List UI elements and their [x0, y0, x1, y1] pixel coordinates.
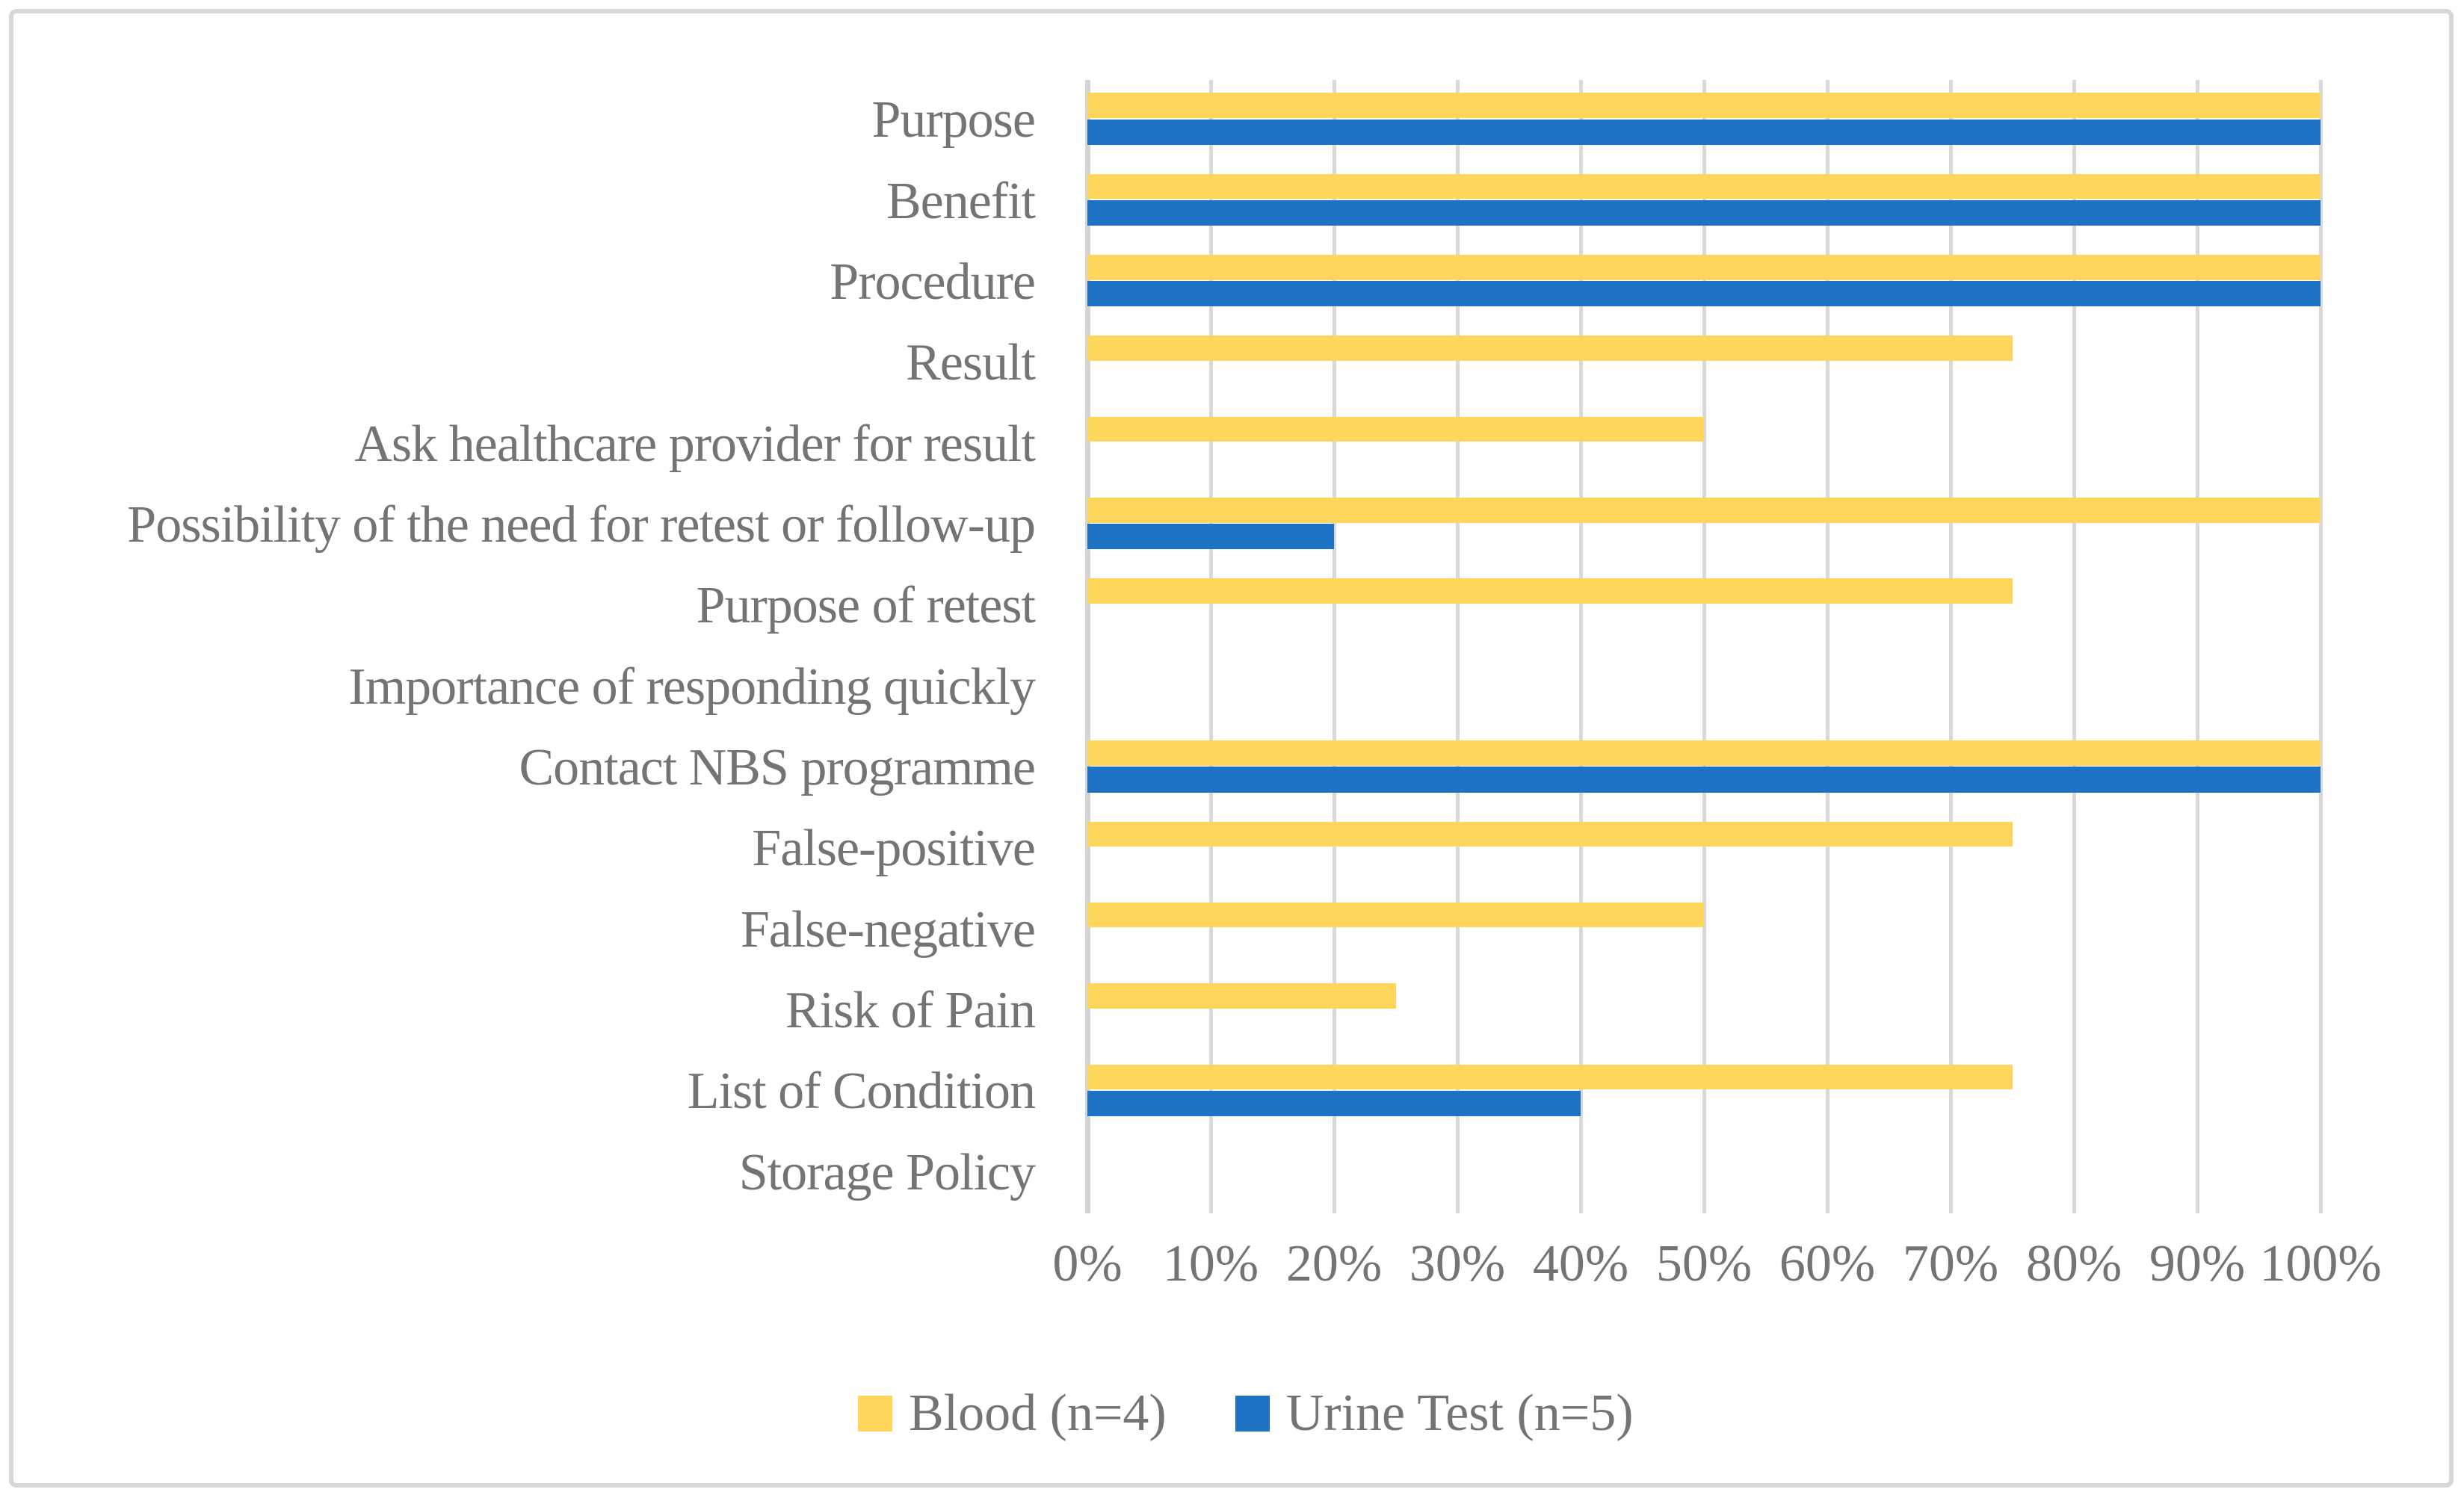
legend-swatch-blood-n-4	[858, 1396, 892, 1432]
chart-legend: Blood (n=4) Urine Test (n=5)	[858, 1384, 1634, 1443]
x-tick-label: 30%	[1409, 1235, 1506, 1293]
gridline	[1578, 80, 1583, 1213]
x-tick-label: 90%	[2149, 1235, 2246, 1293]
category-label-result: Result	[906, 334, 1036, 392]
x-tick-label: 100%	[2259, 1235, 2382, 1293]
bar-blood-n-4-possibility-of-the-need-for-retest-or-follow-up	[1087, 498, 2321, 523]
bar-blood-n-4-purpose	[1087, 93, 2321, 118]
bar-urine-test-n-5-possibility-of-the-need-for-retest-or-follow-up	[1087, 524, 1334, 550]
category-label-list-of-condition: List of Condition	[687, 1062, 1036, 1121]
gridline	[2195, 80, 2199, 1213]
bar-blood-n-4-benefit	[1087, 173, 2321, 199]
category-label-purpose: Purpose	[871, 91, 1036, 149]
bar-blood-n-4-risk-of-pain	[1087, 983, 1396, 1009]
bar-blood-n-4-list-of-condition	[1087, 1064, 2013, 1090]
x-tick-label: 70%	[1902, 1235, 1999, 1293]
gridline	[1455, 80, 1460, 1213]
category-label-storage-policy: Storage Policy	[738, 1143, 1036, 1201]
bar-blood-n-4-result	[1087, 335, 2013, 361]
gridline	[1825, 80, 1830, 1213]
gridline	[1948, 80, 1953, 1213]
gridline	[1208, 80, 1213, 1213]
category-label-contact-nbs-programme: Contact NBS programme	[519, 739, 1036, 797]
x-tick-label: 20%	[1285, 1235, 1383, 1293]
gridline	[1332, 80, 1336, 1213]
category-label-ask-healthcare-provider-for-result: Ask healthcare provider for result	[354, 415, 1036, 473]
legend-label: Blood (n=4)	[909, 1384, 1167, 1442]
bar-urine-test-n-5-contact-nbs-programme	[1087, 767, 2321, 793]
legend-item-blood-n-4: Blood (n=4)	[858, 1384, 1167, 1443]
x-tick-label: 80%	[2025, 1235, 2122, 1293]
legend-swatch-urine-test-n-5	[1235, 1396, 1270, 1432]
category-label-benefit: Benefit	[886, 172, 1036, 230]
gridline	[2318, 80, 2323, 1213]
bar-blood-n-4-procedure	[1087, 255, 2321, 280]
gridline	[1702, 80, 1706, 1213]
legend-label: Urine Test (n=5)	[1285, 1384, 1634, 1442]
bar-blood-n-4-false-positive	[1087, 821, 2013, 847]
category-label-risk-of-pain: Risk of Pain	[785, 982, 1036, 1040]
x-tick-label: 50%	[1655, 1235, 1753, 1293]
bar-urine-test-n-5-purpose	[1087, 119, 2321, 145]
legend-item-urine-test-n-5: Urine Test (n=5)	[1235, 1384, 1634, 1443]
bar-urine-test-n-5-benefit	[1087, 199, 2321, 226]
x-tick-label: 60%	[1779, 1235, 1876, 1293]
category-label-possibility-of-the-need-for-retest-or-follow-up: Possibility of the need for retest or fo…	[127, 495, 1036, 554]
bar-urine-test-n-5-list-of-condition	[1087, 1090, 1581, 1116]
x-tick-label: 0%	[1052, 1235, 1123, 1293]
gridline	[2072, 80, 2076, 1213]
bar-blood-n-4-contact-nbs-programme	[1087, 740, 2321, 766]
category-label-purpose-of-retest: Purpose of retest	[696, 577, 1036, 635]
category-label-false-positive: False-positive	[752, 820, 1036, 878]
bar-blood-n-4-purpose-of-retest	[1087, 578, 2013, 604]
bar-blood-n-4-false-negative	[1087, 902, 1704, 928]
category-label-false-negative: False-negative	[740, 900, 1036, 959]
bar-urine-test-n-5-procedure	[1087, 281, 2321, 307]
x-tick-label: 40%	[1532, 1235, 1629, 1293]
category-label-procedure: Procedure	[830, 253, 1036, 311]
bar-blood-n-4-ask-healthcare-provider-for-result	[1087, 416, 1704, 442]
x-tick-label: 10%	[1162, 1235, 1259, 1293]
category-axis-line	[1084, 80, 1090, 1213]
category-label-importance-of-responding-quickly: Importance of responding quickly	[348, 657, 1036, 716]
